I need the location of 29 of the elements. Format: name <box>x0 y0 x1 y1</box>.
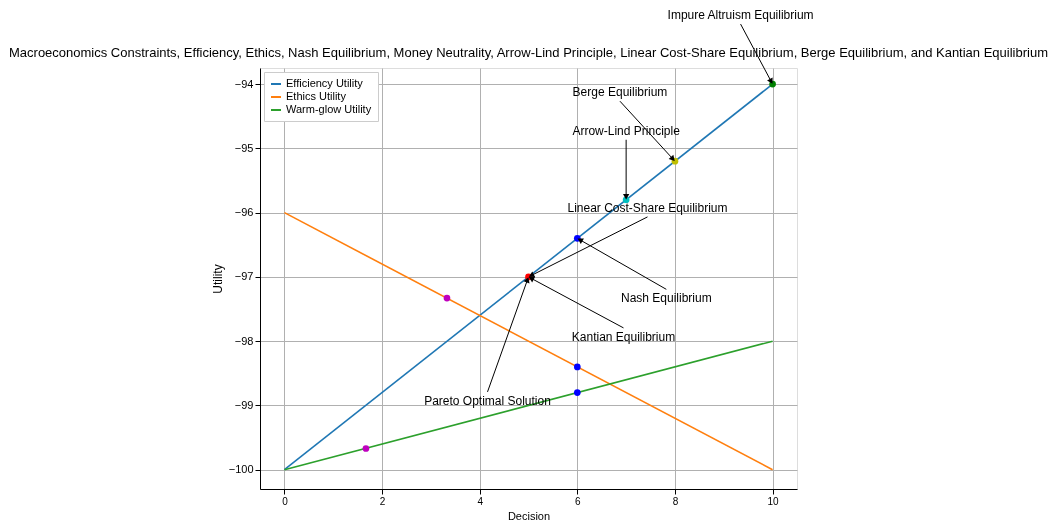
point <box>769 80 776 88</box>
x-tick-label: 6 <box>575 495 582 507</box>
point <box>362 445 370 452</box>
point <box>443 294 451 302</box>
legend-label: Efficiency Utility <box>286 77 364 89</box>
point <box>573 389 581 396</box>
annotation: Berge Equilibrium <box>572 85 668 100</box>
legend-label: Warm-glow Utility <box>286 103 372 115</box>
x-tick-label: 8 <box>672 495 679 507</box>
y-axis-title: Utility <box>210 264 225 294</box>
x-axis-title: Decision <box>507 509 551 522</box>
annotation: Pareto Optimal Solution <box>424 393 551 408</box>
y-tick-label: −96 <box>234 206 254 219</box>
legend-label: Ethics Utility <box>286 90 347 102</box>
annotation: Impure Altruism Equilibrium <box>667 8 814 23</box>
y-tick-label: −94 <box>234 77 254 90</box>
x-tick-label: 0 <box>282 495 289 507</box>
y-tick-label: −95 <box>234 141 254 154</box>
annotation: Arrow-Lind Principle <box>572 123 681 138</box>
y-tick-label: −99 <box>234 398 254 411</box>
y-tick-label: −97 <box>234 270 254 283</box>
y-tick-label: −100 <box>228 463 254 476</box>
annotation: Kantian Equilibrium <box>571 329 676 344</box>
x-tick-label: 10 <box>767 495 780 507</box>
x-tick-label: 4 <box>477 495 484 507</box>
y-tick-label: −98 <box>234 334 254 347</box>
annotation: Nash Equilibrium <box>620 291 712 306</box>
point <box>573 363 581 371</box>
x-tick-label: 2 <box>379 495 386 507</box>
